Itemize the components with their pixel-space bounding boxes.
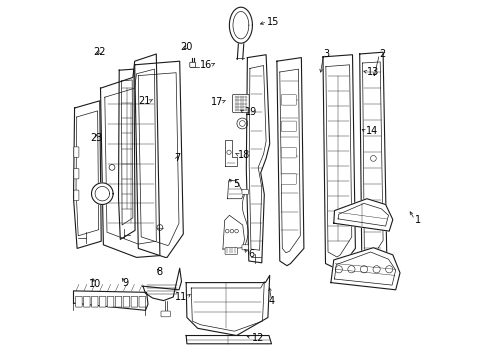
Text: 9: 9 bbox=[122, 278, 128, 288]
Text: 16: 16 bbox=[200, 60, 212, 70]
Polygon shape bbox=[227, 181, 244, 199]
Polygon shape bbox=[134, 61, 183, 257]
FancyBboxPatch shape bbox=[281, 121, 296, 131]
Polygon shape bbox=[142, 268, 181, 301]
FancyBboxPatch shape bbox=[189, 62, 195, 67]
Text: 22: 22 bbox=[93, 47, 106, 57]
FancyBboxPatch shape bbox=[232, 94, 249, 113]
Text: 6: 6 bbox=[247, 249, 254, 259]
Text: 15: 15 bbox=[266, 17, 279, 27]
Polygon shape bbox=[276, 58, 303, 266]
Polygon shape bbox=[229, 7, 252, 43]
Text: 14: 14 bbox=[366, 126, 378, 136]
FancyBboxPatch shape bbox=[161, 311, 170, 317]
Text: 7: 7 bbox=[173, 153, 180, 163]
FancyBboxPatch shape bbox=[99, 296, 106, 307]
Text: 2: 2 bbox=[379, 49, 385, 59]
Text: 5: 5 bbox=[232, 179, 239, 189]
Text: 21: 21 bbox=[138, 96, 150, 106]
FancyBboxPatch shape bbox=[76, 296, 82, 307]
FancyBboxPatch shape bbox=[74, 168, 79, 179]
FancyBboxPatch shape bbox=[131, 296, 137, 307]
FancyBboxPatch shape bbox=[242, 189, 248, 194]
FancyBboxPatch shape bbox=[107, 296, 114, 307]
FancyBboxPatch shape bbox=[115, 296, 122, 307]
Polygon shape bbox=[223, 215, 244, 249]
Polygon shape bbox=[186, 275, 269, 336]
Polygon shape bbox=[186, 336, 271, 344]
Text: 18: 18 bbox=[238, 150, 250, 160]
Text: 13: 13 bbox=[366, 67, 378, 77]
Text: 19: 19 bbox=[244, 107, 256, 117]
FancyBboxPatch shape bbox=[242, 245, 248, 250]
Polygon shape bbox=[118, 69, 135, 239]
FancyBboxPatch shape bbox=[281, 95, 296, 105]
Text: 23: 23 bbox=[90, 132, 102, 143]
Text: 20: 20 bbox=[181, 42, 193, 52]
Text: 4: 4 bbox=[268, 296, 274, 306]
Text: 3: 3 bbox=[323, 49, 329, 59]
FancyBboxPatch shape bbox=[281, 174, 296, 184]
Polygon shape bbox=[322, 55, 355, 269]
Text: 11: 11 bbox=[174, 292, 186, 302]
Polygon shape bbox=[73, 291, 148, 310]
FancyBboxPatch shape bbox=[83, 296, 90, 307]
FancyBboxPatch shape bbox=[224, 248, 237, 255]
FancyBboxPatch shape bbox=[123, 296, 129, 307]
Polygon shape bbox=[224, 140, 237, 166]
Polygon shape bbox=[330, 248, 399, 290]
Text: 12: 12 bbox=[251, 333, 264, 343]
Polygon shape bbox=[333, 199, 392, 231]
Text: 8: 8 bbox=[156, 267, 162, 277]
Text: 10: 10 bbox=[89, 279, 101, 289]
FancyBboxPatch shape bbox=[281, 148, 296, 158]
Polygon shape bbox=[359, 52, 386, 274]
FancyBboxPatch shape bbox=[74, 147, 79, 157]
Polygon shape bbox=[91, 183, 113, 204]
Text: 1: 1 bbox=[414, 215, 420, 225]
FancyBboxPatch shape bbox=[91, 296, 98, 307]
Polygon shape bbox=[73, 101, 101, 248]
Polygon shape bbox=[101, 54, 160, 257]
Text: 17: 17 bbox=[210, 96, 223, 107]
FancyBboxPatch shape bbox=[139, 296, 145, 307]
FancyBboxPatch shape bbox=[74, 190, 79, 201]
Polygon shape bbox=[246, 55, 269, 263]
